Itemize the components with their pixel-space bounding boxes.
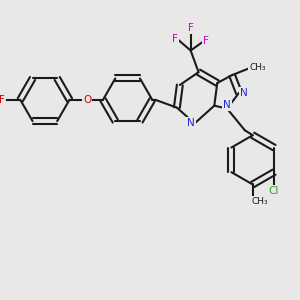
Text: F: F [172,34,178,44]
Text: CH₃: CH₃ [251,197,268,206]
Text: N: N [240,88,248,98]
Text: F: F [203,36,209,46]
Text: O: O [83,95,92,105]
Text: F: F [0,95,4,105]
Text: N: N [187,118,194,128]
Text: Cl: Cl [269,186,279,196]
Text: F: F [188,23,194,33]
Text: CH₃: CH₃ [249,63,266,72]
Text: N: N [223,100,231,110]
